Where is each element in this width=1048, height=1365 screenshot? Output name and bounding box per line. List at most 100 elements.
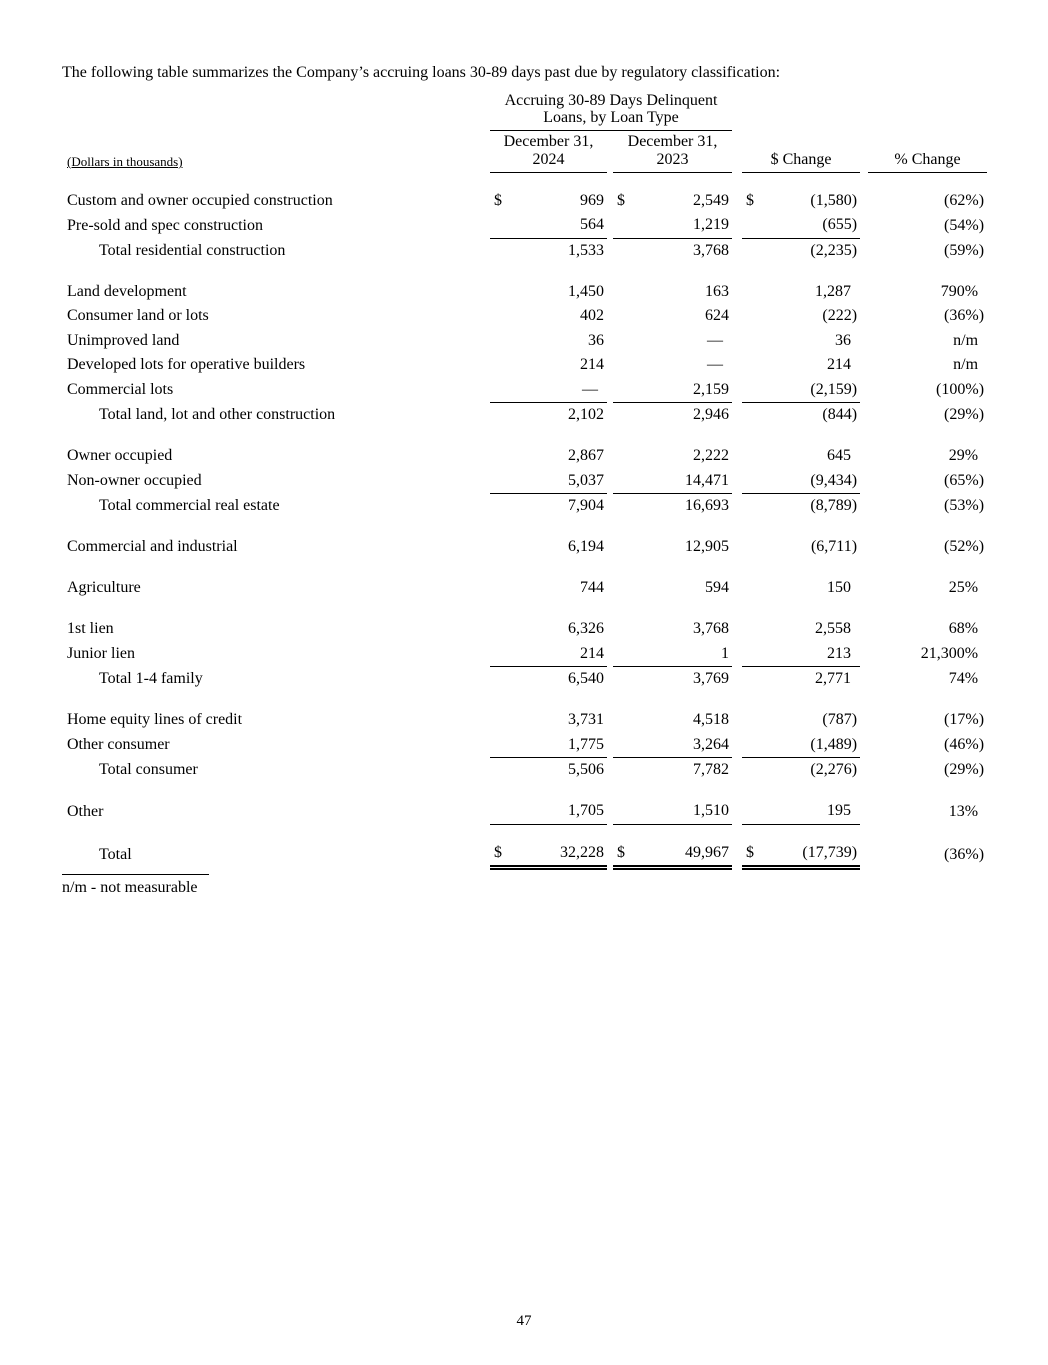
spacer-row (62, 824, 987, 841)
currency-symbol-2024 (490, 213, 510, 239)
group-header-row: Accruing 30-89 Days Delinquent Loans, by… (62, 86, 987, 131)
spacer-row (62, 428, 987, 445)
value-percent-change: 74% (948, 670, 979, 687)
value-percent-change: (59%) (944, 241, 985, 259)
table-total-row: Total $32,228 $49,967 $ (17,739) (36%) (62, 840, 987, 870)
row-label: Non-owner occupied (67, 472, 202, 489)
spacer-row (62, 783, 987, 800)
value-percent-change: (29%) (944, 406, 985, 423)
value-2023: 2,946 (693, 406, 730, 423)
table-row: Other 1,705 1,510 195 13% (62, 799, 987, 825)
row-label: Agriculture (67, 579, 141, 596)
column-gap (860, 799, 868, 824)
column-gap (732, 238, 742, 263)
value-percent-change: (46%) (944, 736, 985, 753)
footnote: n/m - not measurable (62, 874, 209, 897)
value-percent-change: 68% (948, 620, 979, 637)
value-percent-change: (65%) (944, 472, 985, 489)
column-header-dec-2023: December 31, 2023 (613, 130, 733, 173)
currency-symbol-2024 (490, 280, 510, 305)
row-label: Total commercial real estate (99, 497, 280, 514)
value-dollar-change: 36 (835, 331, 852, 349)
value-2023: 2,549 (693, 191, 730, 209)
value-percent-change: 13% (948, 802, 979, 820)
header-spacer-cell (742, 86, 860, 130)
currency-symbol-change (742, 535, 762, 560)
value-percent-change: 21,300% (920, 645, 979, 662)
value-dollar-change: (844) (822, 406, 858, 423)
value-2024: 6,326 (568, 620, 604, 637)
currency-symbol-change (742, 329, 762, 354)
currency-symbol-2024 (490, 238, 510, 263)
table-row: Total residential construction 1,533 3,768… (62, 238, 987, 263)
currency-symbol-2023 (613, 617, 633, 642)
value-dollar-change: 2,771 (815, 670, 852, 687)
row-label: Land development (67, 282, 187, 300)
value-dollar-change: (787) (822, 711, 858, 728)
currency-symbol-2024 (490, 641, 510, 667)
page-number: 47 (516, 1313, 532, 1329)
value-2023: 7,782 (693, 761, 730, 778)
value-dollar-change: (2,159) (762, 377, 861, 403)
row-label: Total residential construction (99, 241, 286, 259)
currency-symbol-2024 (490, 353, 510, 378)
spacer-cell (62, 783, 987, 800)
value-2024: 5,037 (510, 468, 607, 494)
value-2024: 1,705 (510, 799, 607, 825)
currency-symbol-2024 (490, 617, 510, 642)
header-spacer-cell (868, 86, 987, 130)
column-header-row: (Dollars in thousands) December 31, 2024… (62, 130, 988, 173)
column-gap (732, 403, 742, 428)
column-gap (860, 642, 868, 667)
currency-symbol-change: $ (742, 840, 763, 870)
currency-symbol-2024 (490, 304, 510, 329)
header-spacer-cell (732, 130, 742, 172)
currency-symbol-2023 (613, 304, 633, 329)
currency-symbol-change (742, 377, 763, 403)
currency-symbol-2023: $ (613, 840, 633, 870)
currency-symbol-2023 (613, 641, 633, 667)
value-2024: 1,450 (568, 282, 604, 300)
accruing-loans-table: Accruing 30-89 Days Delinquent Loans, by… (62, 86, 988, 870)
value-2024: 214 (510, 641, 607, 667)
row-label: Consumer land or lots (67, 307, 209, 324)
value-percent-change: (62%) (944, 191, 985, 209)
column-gap (860, 238, 868, 263)
column-header-dec-2024: December 31, 2024 (490, 130, 607, 173)
spacer-row (62, 692, 987, 709)
value-dollar-change: (17,739) (762, 840, 861, 870)
value-2024: 7,904 (568, 497, 604, 514)
currency-symbol-2024 (490, 444, 510, 469)
table-row: Commercial and industrial 6,194 12,905 (6,7… (62, 535, 987, 560)
column-gap (860, 617, 868, 642)
currency-symbol-change (742, 468, 763, 494)
currency-symbol-2023 (613, 329, 633, 354)
value-2023: 163 (705, 282, 730, 300)
spacer-cell (62, 519, 987, 536)
header-spacer-cell (860, 86, 868, 130)
currency-symbol-change (742, 641, 763, 667)
column-gap (860, 403, 868, 428)
currency-symbol-change (742, 758, 762, 783)
column-gap (860, 189, 868, 214)
column-gap (860, 280, 868, 305)
value-percent-change: (36%) (944, 307, 985, 324)
table-row: Total commercial real estate 7,904 16,693 (… (62, 494, 987, 519)
table-row: Home equity lines of credit 3,731 4,518 (78… (62, 708, 987, 733)
column-gap (732, 667, 742, 692)
column-gap (860, 329, 868, 354)
currency-symbol-2023 (613, 732, 633, 758)
currency-symbol-2024 (490, 494, 510, 519)
value-2024: 564 (510, 213, 607, 239)
value-2023: 1,219 (633, 213, 733, 239)
row-label: Owner occupied (67, 447, 173, 464)
value-2023: 594 (705, 579, 730, 596)
footnote-text: n/m - not measurable (62, 879, 198, 896)
currency-symbol-2023 (613, 799, 633, 825)
value-percent-change: n/m (953, 331, 979, 349)
currency-symbol-2023 (613, 444, 633, 469)
currency-symbol-change (742, 667, 762, 692)
column-gap (860, 535, 868, 560)
header-spacer-cell (62, 86, 490, 130)
